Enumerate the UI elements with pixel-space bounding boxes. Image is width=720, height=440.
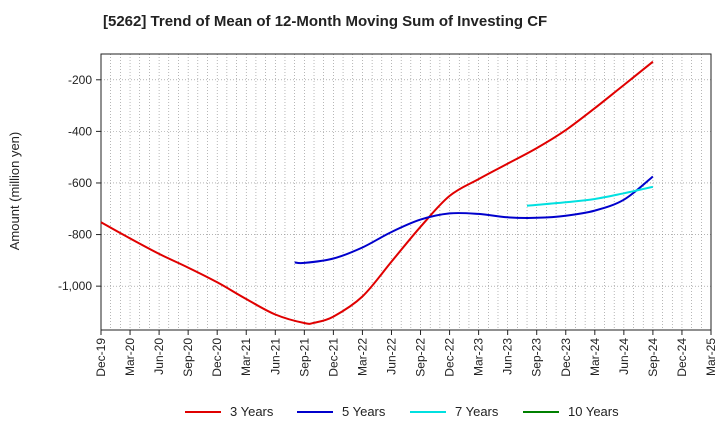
x-tick-label: Dec-20 xyxy=(210,338,224,377)
x-tick-label: Mar-23 xyxy=(472,338,486,376)
legend-label: 10 Years xyxy=(568,404,619,419)
legend-item-3-years: 3 Years xyxy=(185,404,273,419)
x-tick-label: Dec-24 xyxy=(675,338,689,377)
grid xyxy=(101,54,711,330)
x-tick-label: Dec-19 xyxy=(94,338,108,377)
legend: 3 Years 5 Years 7 Years 10 Years xyxy=(0,404,720,426)
x-tick-label: Mar-24 xyxy=(588,338,602,376)
legend-swatch xyxy=(297,410,333,413)
x-tick-label: Jun-23 xyxy=(501,338,515,375)
y-tick-label: -600 xyxy=(68,176,92,190)
chart-title: [5262] Trend of Mean of 12-Month Moving … xyxy=(103,13,548,30)
x-tick-label: Mar-21 xyxy=(239,338,253,376)
legend-swatch xyxy=(410,410,446,413)
plot-frame xyxy=(100,53,712,331)
legend-swatch xyxy=(185,410,221,413)
x-tick-label: Jun-22 xyxy=(384,338,398,375)
x-tick-label: Dec-23 xyxy=(559,338,573,377)
legend-swatch xyxy=(523,410,559,413)
x-tick-label: Mar-20 xyxy=(123,338,137,376)
y-axis: -200 -400 -600 -800 -1,000 xyxy=(58,73,101,293)
legend-label: 7 Years xyxy=(455,404,499,419)
x-tick-label: Sep-20 xyxy=(181,338,195,377)
y-tick-label: -1,000 xyxy=(58,279,92,293)
x-tick-label: Mar-22 xyxy=(355,338,369,376)
y-tick-label: -800 xyxy=(68,228,92,242)
x-axis: Dec-19 Mar-20 Jun-20 Sep-20 Dec-20 Mar-21 Jun-… xyxy=(94,330,718,377)
series-line-3-years xyxy=(100,60,654,325)
legend-label: 5 Years xyxy=(342,404,386,419)
x-tick-label: Sep-24 xyxy=(646,338,660,377)
plot-area-border xyxy=(100,53,712,331)
legend-item-7-years: 7 Years xyxy=(410,404,498,419)
y-axis-title: Amount (million yen) xyxy=(7,132,22,251)
series-line-7-years xyxy=(526,185,654,207)
y-tick-label: -200 xyxy=(68,73,92,87)
x-tick-label: Jun-21 xyxy=(268,338,282,375)
legend-item-10-years: 10 Years xyxy=(523,404,619,419)
x-tick-label: Sep-21 xyxy=(297,338,311,377)
x-tick-label: Sep-23 xyxy=(530,338,544,377)
legend-item-5-years: 5 Years xyxy=(297,404,385,419)
x-tick-label: Jun-20 xyxy=(152,338,166,375)
x-tick-label: Jun-24 xyxy=(617,338,631,375)
series-line-5-years xyxy=(294,175,654,265)
series-lines xyxy=(100,60,654,325)
x-tick-label: Mar-25 xyxy=(704,338,718,376)
x-tick-label: Sep-22 xyxy=(414,338,428,377)
x-tick-label: Dec-21 xyxy=(326,338,340,377)
y-tick-label: -400 xyxy=(68,124,92,138)
legend-label: 3 Years xyxy=(230,404,274,419)
x-tick-label: Dec-22 xyxy=(443,338,457,377)
